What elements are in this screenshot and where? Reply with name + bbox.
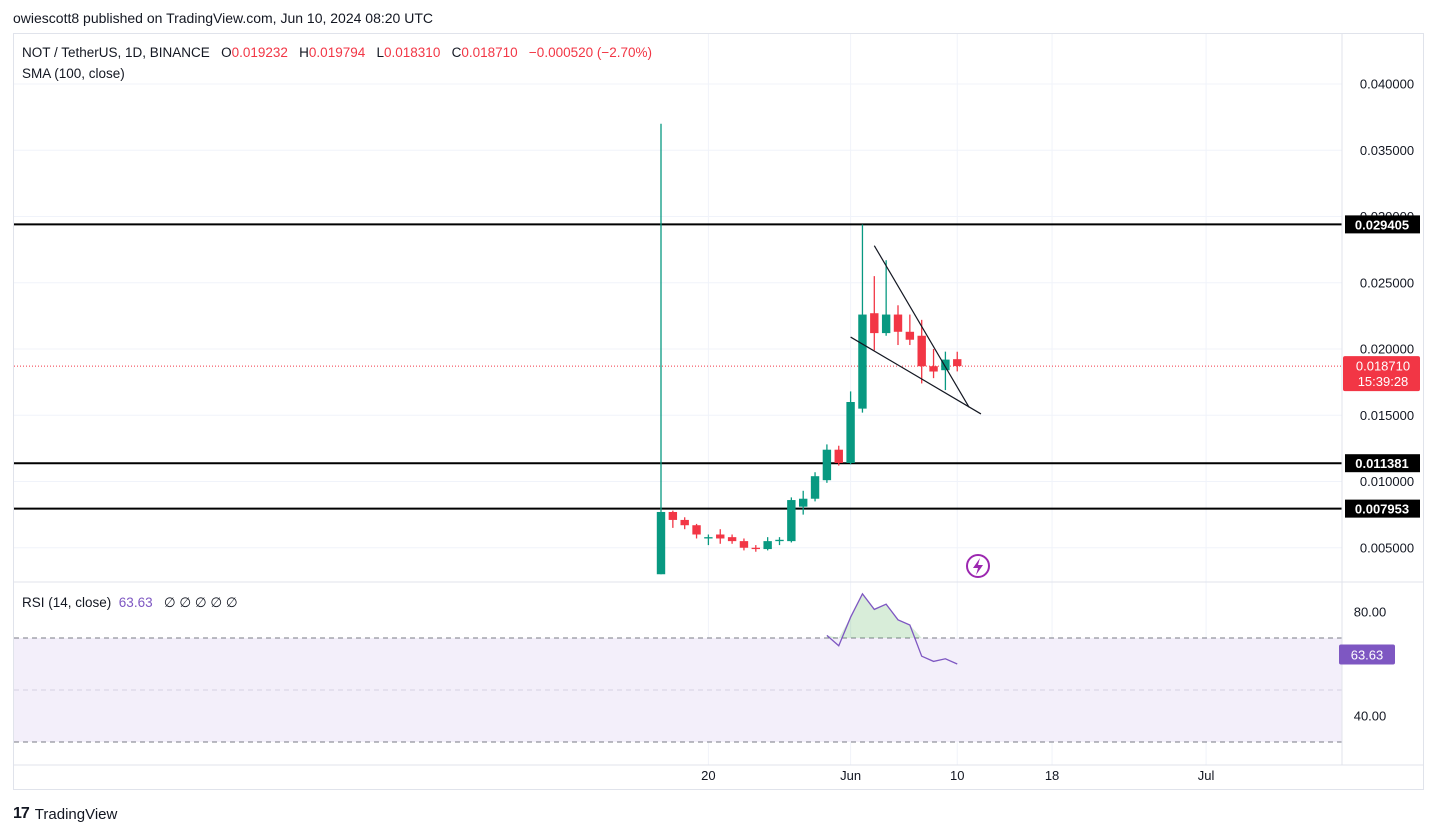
- countdown-label: 15:39:28: [1358, 374, 1409, 389]
- open-label: O: [221, 45, 232, 60]
- trendlines: [850, 245, 982, 415]
- open-value: 0.019232: [231, 45, 288, 60]
- low-value: 0.018310: [384, 45, 441, 60]
- key-level-label: 0.029405: [1355, 217, 1409, 232]
- candle-body: [822, 449, 832, 481]
- sma-legend[interactable]: SMA (100, close): [22, 66, 125, 81]
- symbol-label[interactable]: NOT / TetherUS, 1D, BINANCE: [22, 45, 210, 60]
- trendline: [850, 336, 982, 415]
- key-level-label: 0.007953: [1355, 502, 1409, 517]
- candle-body: [846, 402, 855, 463]
- candle-body: [870, 313, 879, 334]
- key-level-badge: [1345, 454, 1420, 473]
- rsi-extra-values: ∅ ∅ ∅ ∅ ∅: [163, 595, 238, 610]
- brand-name: TradingView: [34, 805, 118, 823]
- sma-label: SMA (100, close): [22, 66, 125, 81]
- candle-body: [905, 331, 915, 340]
- high-label: H: [299, 45, 309, 60]
- price-tick-label: 0.010000: [1360, 474, 1414, 489]
- rsi-overbought-fill: [826, 593, 958, 638]
- key-level-badge: [1345, 499, 1420, 518]
- candle-body: [656, 511, 666, 575]
- candle-body: [787, 500, 796, 542]
- candle-body: [716, 534, 725, 539]
- low-label: L: [376, 45, 385, 60]
- candle-body: [834, 449, 843, 463]
- time-tick-label: 10: [950, 768, 964, 783]
- publisher-caption: owiescott8 published on TradingView.com,…: [13, 10, 433, 26]
- time-tick-label: 18: [1045, 768, 1059, 783]
- key-level-badge: [1345, 215, 1420, 234]
- key-level-label: 0.011381: [1355, 456, 1409, 471]
- candle-body: [858, 314, 867, 409]
- close-value: 0.018710: [461, 45, 518, 60]
- rsi-line: [826, 592, 958, 665]
- rsi-band-fill: [14, 638, 1342, 742]
- candle-body: [775, 539, 784, 542]
- rsi-tick-label: 40.00: [1354, 709, 1387, 724]
- rsi-legend[interactable]: RSI (14, close) 63.63 ∅ ∅ ∅ ∅ ∅: [22, 595, 238, 611]
- candle-body: [727, 537, 737, 542]
- candle-body: [739, 541, 749, 548]
- tradingview-logo-icon: 17: [13, 805, 30, 822]
- rsi-tick-label: 80.00: [1354, 605, 1387, 620]
- candle-body: [953, 359, 962, 367]
- candle-body: [799, 498, 808, 507]
- axes: [14, 34, 1424, 766]
- rsi-value: 63.63: [118, 595, 153, 610]
- chart-frame: [13, 33, 1424, 790]
- time-tick-label: Jun: [840, 768, 861, 783]
- time-tick-label: 20: [701, 768, 715, 783]
- lightning-icon-bolt: [973, 558, 983, 575]
- candle-body: [751, 547, 760, 550]
- candle-body: [929, 366, 938, 372]
- last-price-label: 0.018710: [1356, 359, 1410, 374]
- price-legend: NOT / TetherUS, 1D, BINANCE O0.019232 H0…: [22, 45, 652, 60]
- price-tick-label: 0.025000: [1360, 275, 1414, 290]
- candlesticks: [656, 123, 962, 575]
- time-tick-label: Jul: [1198, 768, 1215, 783]
- high-value: 0.019794: [308, 45, 366, 60]
- price-tick-label: 0.015000: [1360, 408, 1414, 423]
- price-tick-label: 0.040000: [1360, 77, 1414, 92]
- axis-labels: 0.005000 0.010000 0.015000 0.020000 0.025000…: [701, 77, 1420, 783]
- candle-body: [881, 314, 891, 334]
- last-price-badge: [1343, 356, 1420, 392]
- candle-body: [941, 359, 950, 371]
- candle-body: [704, 537, 713, 539]
- tradingview-brand[interactable]: 17 TradingView: [13, 805, 117, 823]
- price-tick-label: 0.020000: [1360, 342, 1414, 357]
- candle-body: [680, 519, 689, 526]
- candle-body: [692, 525, 701, 535]
- candle-body: [917, 335, 926, 367]
- rsi-value-badge: [1339, 644, 1395, 665]
- change-value: −0.000520 (−2.70%): [528, 45, 653, 60]
- candle-body: [810, 476, 820, 499]
- trendline: [873, 245, 970, 408]
- price-tick-label: 0.035000: [1360, 143, 1414, 158]
- rsi-band: [14, 637, 1342, 743]
- close-label: C: [451, 45, 462, 60]
- price-tick-label: 0.005000: [1360, 540, 1414, 555]
- rsi-line-path: [826, 592, 958, 665]
- candle-body: [763, 541, 772, 550]
- horizontal-levels: [14, 223, 1342, 510]
- rsi-value-label: 63.63: [1351, 648, 1384, 663]
- rsi-label: RSI (14, close): [22, 595, 112, 610]
- candle-body: [668, 511, 678, 520]
- candle-body: [893, 314, 903, 332]
